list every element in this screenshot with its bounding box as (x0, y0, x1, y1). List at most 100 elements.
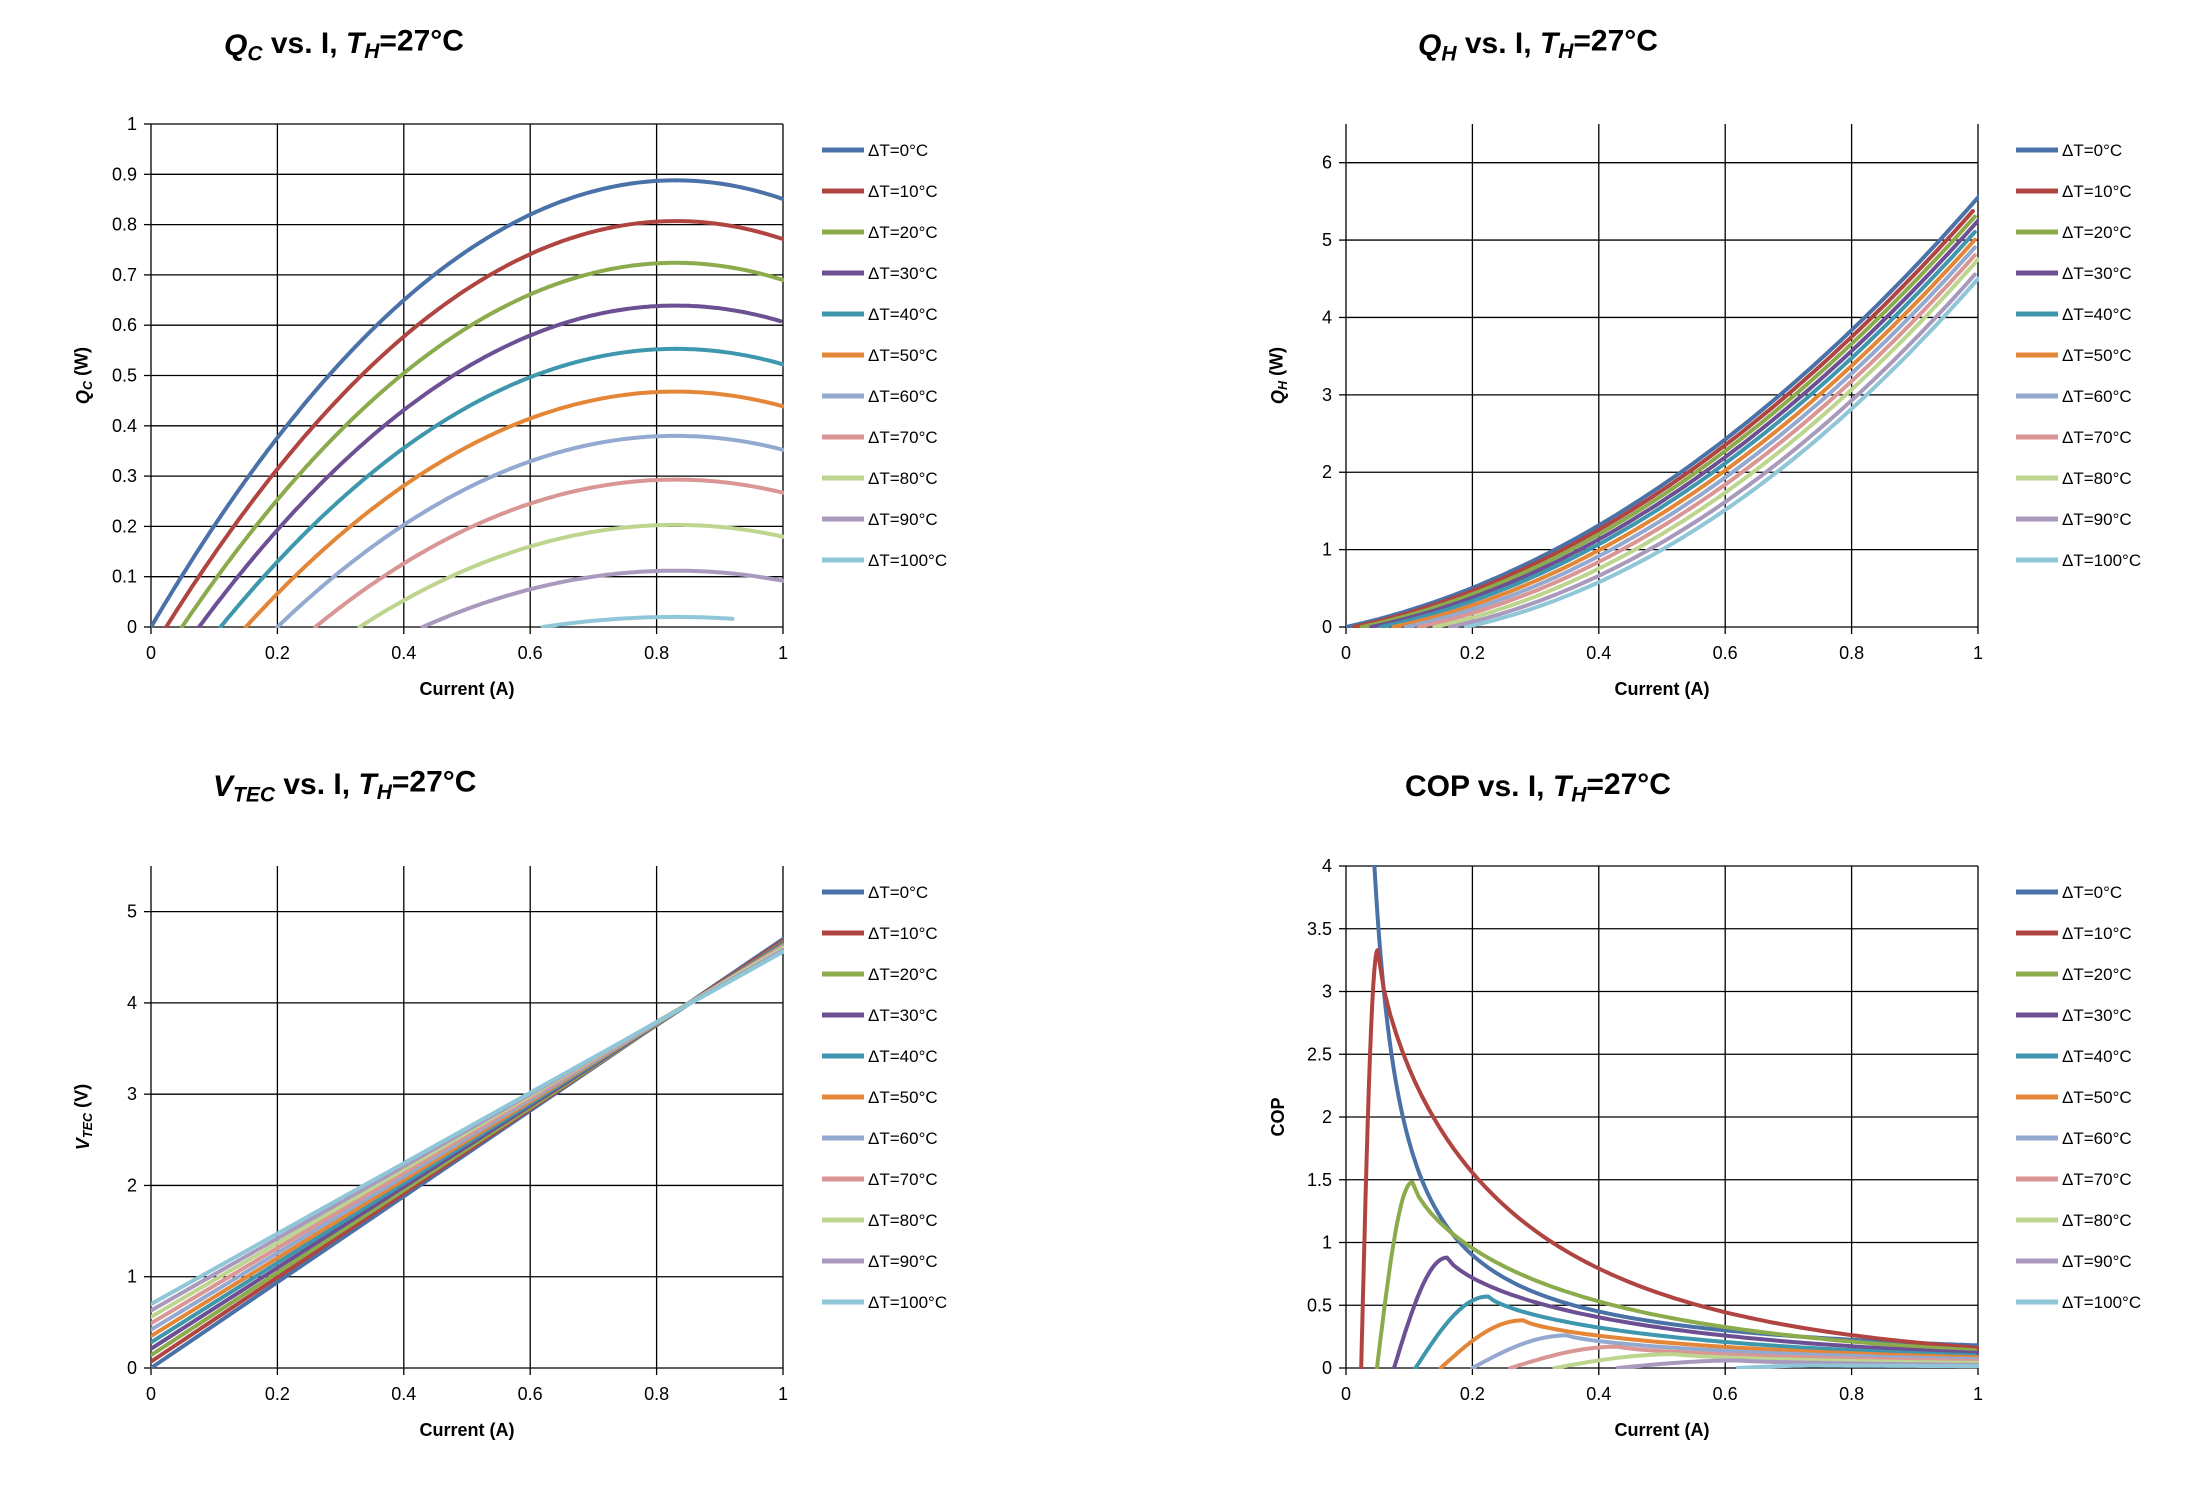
x-axis-label: Current (A) (420, 1420, 515, 1440)
x-tick-label: 0 (146, 643, 156, 663)
legend-label: ΔT=40°C (868, 305, 938, 324)
legend-label: ΔT=30°C (2062, 264, 2132, 283)
y-tick-label: 3 (127, 1084, 137, 1104)
series-line-9 (420, 568, 784, 628)
legend-label: ΔT=20°C (868, 223, 938, 242)
y-tick-label: 1 (1322, 1233, 1332, 1253)
x-tick-label: 0.4 (391, 1384, 416, 1404)
legend-label: ΔT=70°C (2062, 428, 2132, 447)
series-line-0 (1346, 195, 1979, 628)
legend-label: ΔT=40°C (868, 1047, 938, 1066)
y-tick-label: 3 (1322, 982, 1332, 1002)
legend: ΔT=0°C ΔT=10°C ΔT=20°C ΔT=30°C ΔT=40°C ΔT=50°… (2016, 141, 2141, 570)
y-tick-label: 5 (1322, 230, 1332, 250)
series-line-10 (540, 614, 735, 628)
y-axis-label-part: C (81, 380, 95, 390)
series-line-1 (164, 219, 784, 628)
series-line-6 (1404, 245, 1977, 628)
y-axis-label-part: (W) (72, 347, 92, 381)
series-line-8 (357, 522, 784, 628)
legend-label: ΔT=70°C (868, 1170, 938, 1189)
chart-title: QC vs. I, TH=27°C (224, 25, 464, 66)
y-tick-label: 1.5 (1307, 1170, 1332, 1190)
x-tick-label: 0.6 (1713, 643, 1738, 663)
y-axis-label: VTEC (V) (72, 1084, 96, 1150)
y-axis-label-part: (V) (72, 1084, 92, 1113)
legend-label: ΔT=80°C (868, 1211, 938, 1230)
x-tick-label: 0 (146, 1384, 156, 1404)
chart-title-part: vs. I, (1457, 27, 1540, 60)
y-tick-label: 3 (1322, 385, 1332, 405)
legend-label: ΔT=0°C (2062, 883, 2122, 902)
series-group (151, 937, 784, 1369)
legend-label: ΔT=100°C (868, 1293, 947, 1312)
x-tick-label: 0.8 (644, 643, 669, 663)
x-tick-label: 0.4 (1586, 1384, 1611, 1404)
series-group (1359, 865, 1979, 1369)
series-line-2 (1375, 1180, 1977, 1369)
series-line-2 (1359, 214, 1977, 628)
chart-title: COP vs. I, TH=27°C (1405, 768, 1671, 807)
y-tick-label: 0.5 (1307, 1295, 1332, 1315)
legend-label: ΔT=0°C (868, 141, 928, 160)
series-line-4 (218, 346, 784, 628)
x-tick-label: 0.4 (1586, 643, 1611, 663)
legend-label: ΔT=70°C (2062, 1170, 2132, 1189)
x-tick-label: 0.2 (265, 643, 290, 663)
series-group (151, 178, 784, 628)
series-line-7 (1416, 253, 1977, 628)
chart-title-part: vs. I, (1469, 770, 1552, 803)
legend-label: ΔT=100°C (2062, 1293, 2141, 1312)
chart-title-part: Q (1418, 29, 1441, 62)
y-tick-label: 4 (127, 993, 137, 1013)
series-group (1346, 195, 1979, 628)
legend-label: ΔT=100°C (868, 551, 947, 570)
chart-title-part: =27°C (1586, 768, 1671, 801)
y-tick-label: 0.2 (112, 516, 137, 536)
legend-label: ΔT=10°C (2062, 182, 2132, 201)
series-line-5 (243, 389, 784, 628)
y-tick-label: 0.3 (112, 466, 137, 486)
legend-label: ΔT=60°C (2062, 1129, 2132, 1148)
legend-label: ΔT=10°C (868, 182, 938, 201)
series-line-10 (1735, 1363, 1979, 1369)
legend-label: ΔT=60°C (868, 387, 938, 406)
series-line-5 (1438, 1318, 1979, 1369)
legend: ΔT=0°C ΔT=10°C ΔT=20°C ΔT=30°C ΔT=40°C ΔT=50°… (2016, 883, 2141, 1312)
y-tick-label: 1 (1322, 540, 1332, 560)
x-tick-label: 1 (1973, 643, 1983, 663)
x-axis-label: Current (A) (420, 679, 515, 699)
x-tick-label: 0.2 (265, 1384, 290, 1404)
y-tick-label: 5 (127, 902, 137, 922)
x-tick-label: 0.2 (1460, 1384, 1485, 1404)
y-tick-label: 2 (127, 1175, 137, 1195)
y-axis-label-part: COP (1268, 1097, 1288, 1136)
y-tick-label: 0 (1322, 617, 1332, 637)
y-tick-label: 0.9 (112, 164, 137, 184)
y-axis-label-part: Q (1268, 390, 1288, 404)
legend-label: ΔT=40°C (2062, 1047, 2132, 1066)
y-tick-label: 2 (1322, 1107, 1332, 1127)
chart-title-part: T (1553, 770, 1574, 803)
chart-qc: QC vs. I, TH=27°C00.10.20.30.40.50.60.70… (72, 25, 947, 700)
x-tick-label: 0.6 (518, 1384, 543, 1404)
series-line-1 (1351, 209, 1975, 628)
x-tick-label: 1 (778, 643, 788, 663)
x-tick-label: 0 (1341, 643, 1351, 663)
series-line-7 (313, 477, 784, 628)
chart-title-part: TEC (233, 783, 276, 806)
y-tick-label: 0 (127, 617, 137, 637)
legend-label: ΔT=20°C (2062, 965, 2132, 984)
chart-title-part: V (213, 770, 236, 803)
x-tick-label: 0.6 (518, 643, 543, 663)
series-line-0 (151, 178, 784, 628)
y-axis-label: QC (W) (72, 347, 96, 404)
legend-label: ΔT=100°C (2062, 551, 2141, 570)
legend-label: ΔT=50°C (2062, 1088, 2132, 1107)
y-tick-label: 0 (127, 1358, 137, 1378)
y-tick-label: 0.6 (112, 315, 137, 335)
chart-title: QH vs. I, TH=27°C (1418, 25, 1658, 66)
y-tick-label: 0.1 (112, 567, 137, 587)
